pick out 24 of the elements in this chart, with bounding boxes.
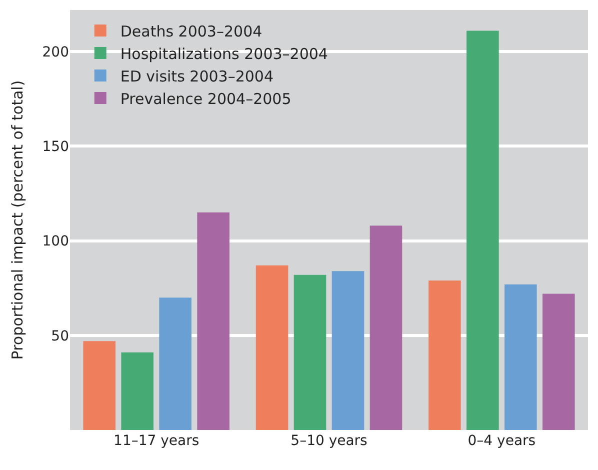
y-tick-label: 150 (42, 139, 69, 156)
bar (504, 284, 537, 430)
legend-label: Deaths 2003–2004 (120, 22, 262, 40)
y-tick-label: 200 (42, 44, 69, 61)
bar (542, 294, 575, 430)
bar (428, 280, 461, 430)
bar (121, 352, 154, 430)
bar (466, 30, 499, 430)
x-tick-label: 5–10 years (290, 433, 368, 449)
x-tick-label: 11–17 years (114, 433, 200, 449)
bar (256, 265, 288, 430)
y-axis-title: Proportional impact (percent of total) (8, 80, 27, 360)
x-tick-label: 0–4 years (468, 433, 536, 449)
y-tick-label: 50 (51, 328, 69, 344)
bar (370, 226, 402, 430)
bar (83, 341, 116, 430)
legend-label: ED visits 2003–2004 (120, 67, 274, 86)
bar (294, 274, 326, 430)
bar (159, 298, 192, 430)
y-tick-label: 100 (42, 234, 69, 250)
bar (197, 212, 230, 430)
legend-label: Hospitalizations 2003–2004 (120, 44, 328, 63)
legend-label: Prevalence 2004–2005 (120, 90, 292, 108)
bar (332, 271, 364, 430)
